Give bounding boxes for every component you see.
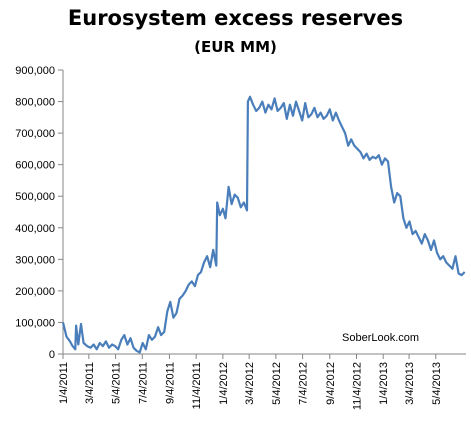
x-tick-label: 1/4/2011 [58,362,70,404]
x-tick-label: 11/4/2012 [351,362,363,410]
series-line [61,95,466,354]
y-tick-label: 300,000 [15,254,55,266]
x-tick-label: 5/4/2012 [271,362,283,405]
watermark-annotation: SoberLook.com [342,332,419,344]
y-tick-label: 500,000 [15,191,55,203]
y-axis: 0 100,000 200,000 300,000 400,000 500,000 600,… [15,65,63,361]
y-tick-label: 100,000 [15,317,55,329]
x-tick-label: 3/4/2011 [84,362,96,404]
y-tick-label: 600,000 [15,160,55,172]
series-layer [61,95,466,354]
y-tick-label: 200,000 [15,286,55,298]
x-tick-label: 1/4/2013 [378,362,390,405]
x-tick-label: 5/4/2011 [111,362,123,404]
y-tick-label: 700,000 [15,128,55,140]
y-tick-label: 800,000 [15,97,55,109]
x-tick-label: 7/4/2012 [298,362,310,405]
x-axis: 1/4/2011 3/4/2011 5/4/2011 7/4/2011 9/4/2011… [58,354,443,410]
x-tick-label: 5/4/2013 [431,362,443,405]
x-tick-label: 3/4/2012 [244,362,256,405]
chart-title: Eurosystem excess reserves [67,6,404,30]
x-tick-label: 11/4/2011 [191,362,203,409]
plot-frame [62,70,466,355]
x-tick-label: 9/4/2012 [325,362,337,405]
x-tick-label: 7/4/2011 [137,362,149,404]
x-tick-label: 9/4/2011 [164,362,176,404]
y-tick-label: 400,000 [15,223,55,235]
x-tick-label: 3/4/2013 [404,362,416,405]
chart-subtitle: (EUR MM) [194,38,277,56]
y-tick-label: 0 [49,349,55,361]
x-tick-label: 1/4/2012 [218,362,230,405]
y-tick-label: 900,000 [15,65,55,77]
